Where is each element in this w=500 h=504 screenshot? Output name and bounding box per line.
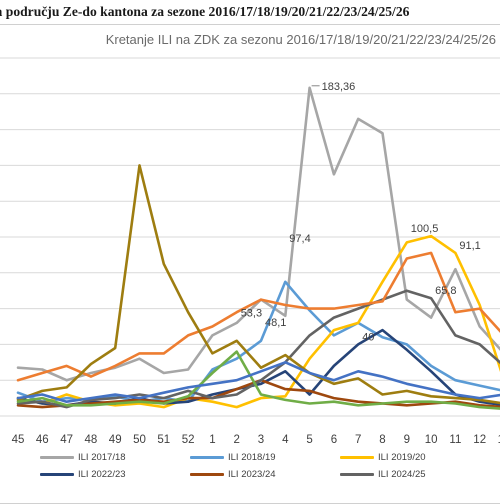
x-tick-label: 2 <box>233 434 239 446</box>
x-tick-label: 13 <box>498 434 500 446</box>
data-label: 48,1 <box>265 317 286 329</box>
legend-swatch <box>40 473 74 476</box>
series-line-7 <box>16 164 500 405</box>
data-label: 53,3 <box>241 308 262 320</box>
x-tick-label: 5 <box>306 434 312 446</box>
data-label: 183,36 <box>322 81 356 93</box>
data-label: 65,8 <box>435 285 456 297</box>
legend: ILI 2017/18 ILI 2018/19 ILI 2019/20 ILI … <box>40 452 500 480</box>
legend-item-ili-2022-23: ILI 2022/23 <box>40 469 190 480</box>
x-tick-label: 3 <box>258 434 264 446</box>
legend-item-ili-2019-20: ILI 2019/20 <box>340 452 490 463</box>
gridlines <box>0 57 500 417</box>
chart-subtitle: Kretanje ILI na ZDK za sezonu 2016/17/18… <box>105 32 496 47</box>
page-title: na području Ze-do kantona za sezone 2016… <box>0 4 410 19</box>
legend-item-ili-2024-25: ILI 2024/25 <box>340 469 490 480</box>
data-labels: 183,36 97,4 100,5 91,1 65,8 53,348,1 40 <box>241 81 481 344</box>
x-tick-label: 46 <box>36 434 49 446</box>
x-tick-label: 9 <box>404 434 410 446</box>
x-tick-label: 47 <box>60 434 73 446</box>
series-line-5 <box>16 289 500 409</box>
x-tick-label: 1 <box>209 434 215 446</box>
x-tick-label: 12 <box>473 434 486 446</box>
legend-swatch <box>340 473 374 476</box>
legend-label: ILI 2023/24 <box>228 469 276 480</box>
x-tick-label: 45 <box>12 434 25 446</box>
x-tick-label: 10 <box>425 434 438 446</box>
x-axis-tick-labels: 45464748495051521234567891011121314 <box>12 434 500 446</box>
data-label: 91,1 <box>459 240 480 252</box>
x-tick-label: 7 <box>355 434 361 446</box>
series-line-8 <box>16 350 500 410</box>
series-line-6 <box>16 251 500 382</box>
legend-item-ili-2023-24: ILI 2023/24 <box>190 469 340 480</box>
series-line-9 <box>16 360 500 404</box>
x-tick-label: 49 <box>109 434 122 446</box>
series-lines <box>16 86 500 410</box>
x-tick-label: 4 <box>282 434 289 446</box>
legend-label: ILI 2024/25 <box>378 469 426 480</box>
x-tick-label: 48 <box>85 434 98 446</box>
legend-swatch <box>40 456 74 459</box>
data-label: 40 <box>362 331 374 343</box>
data-label: 97,4 <box>289 233 310 245</box>
x-tick-label: 8 <box>379 434 385 446</box>
legend-swatch <box>190 473 224 476</box>
x-tick-label: 50 <box>133 434 146 446</box>
legend-swatch <box>340 456 374 459</box>
legend-swatch <box>190 456 224 459</box>
legend-item-ili-2018-19: ILI 2018/19 <box>190 452 340 463</box>
x-tick-label: 51 <box>157 434 170 446</box>
x-tick-label: 6 <box>331 434 337 446</box>
legend-label: ILI 2017/18 <box>78 452 126 463</box>
x-tick-label: 11 <box>449 434 461 446</box>
legend-label: ILI 2022/23 <box>78 469 126 480</box>
data-label: 100,5 <box>411 223 439 235</box>
legend-label: ILI 2019/20 <box>378 452 426 463</box>
legend-item-ili-2017-18: ILI 2017/18 <box>40 452 190 463</box>
legend-label: ILI 2018/19 <box>228 452 276 463</box>
x-tick-label: 52 <box>182 434 195 446</box>
